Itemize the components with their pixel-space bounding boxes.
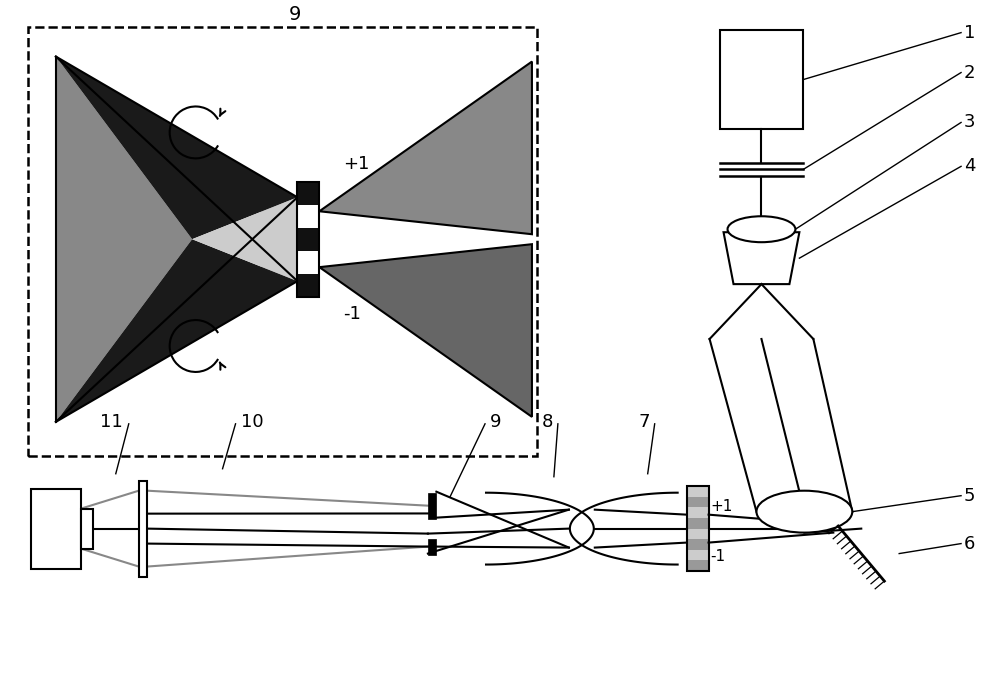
Polygon shape xyxy=(192,197,297,281)
Ellipse shape xyxy=(728,216,795,242)
Polygon shape xyxy=(56,239,297,422)
Text: 1: 1 xyxy=(964,24,975,42)
Polygon shape xyxy=(724,233,799,284)
Polygon shape xyxy=(56,57,297,239)
Text: 2: 2 xyxy=(964,64,976,81)
Ellipse shape xyxy=(756,490,852,533)
Polygon shape xyxy=(319,244,532,417)
Polygon shape xyxy=(56,57,192,422)
Bar xyxy=(687,560,709,571)
Text: +1: +1 xyxy=(711,499,733,514)
Polygon shape xyxy=(319,62,532,234)
Polygon shape xyxy=(56,239,297,422)
Bar xyxy=(687,529,709,539)
Text: 10: 10 xyxy=(241,413,263,431)
Bar xyxy=(428,538,436,555)
Bar xyxy=(687,508,709,518)
Bar xyxy=(297,205,319,228)
Bar xyxy=(720,29,803,129)
Bar xyxy=(687,539,709,550)
Bar xyxy=(297,250,319,274)
Bar xyxy=(428,492,436,518)
Bar xyxy=(139,481,147,577)
Text: 5: 5 xyxy=(964,487,976,505)
Bar xyxy=(687,486,709,571)
Bar xyxy=(297,274,319,297)
Bar xyxy=(297,228,319,250)
Text: 3: 3 xyxy=(964,114,976,131)
Text: -1: -1 xyxy=(343,305,361,323)
Bar xyxy=(687,486,709,497)
Bar xyxy=(687,497,709,508)
Text: 11: 11 xyxy=(100,413,123,431)
Text: 7: 7 xyxy=(638,413,650,431)
Text: -1: -1 xyxy=(711,549,726,564)
Polygon shape xyxy=(56,57,297,239)
Text: 9: 9 xyxy=(490,413,502,431)
Text: 6: 6 xyxy=(964,535,975,553)
Bar xyxy=(297,182,319,205)
Bar xyxy=(81,509,93,549)
Bar xyxy=(297,182,319,297)
Polygon shape xyxy=(486,492,678,564)
Text: +1: +1 xyxy=(343,155,370,173)
Text: 8: 8 xyxy=(542,413,553,431)
Bar xyxy=(687,518,709,529)
Bar xyxy=(687,550,709,560)
Text: 4: 4 xyxy=(964,157,976,175)
Bar xyxy=(31,488,81,568)
Text: 9: 9 xyxy=(289,5,302,24)
